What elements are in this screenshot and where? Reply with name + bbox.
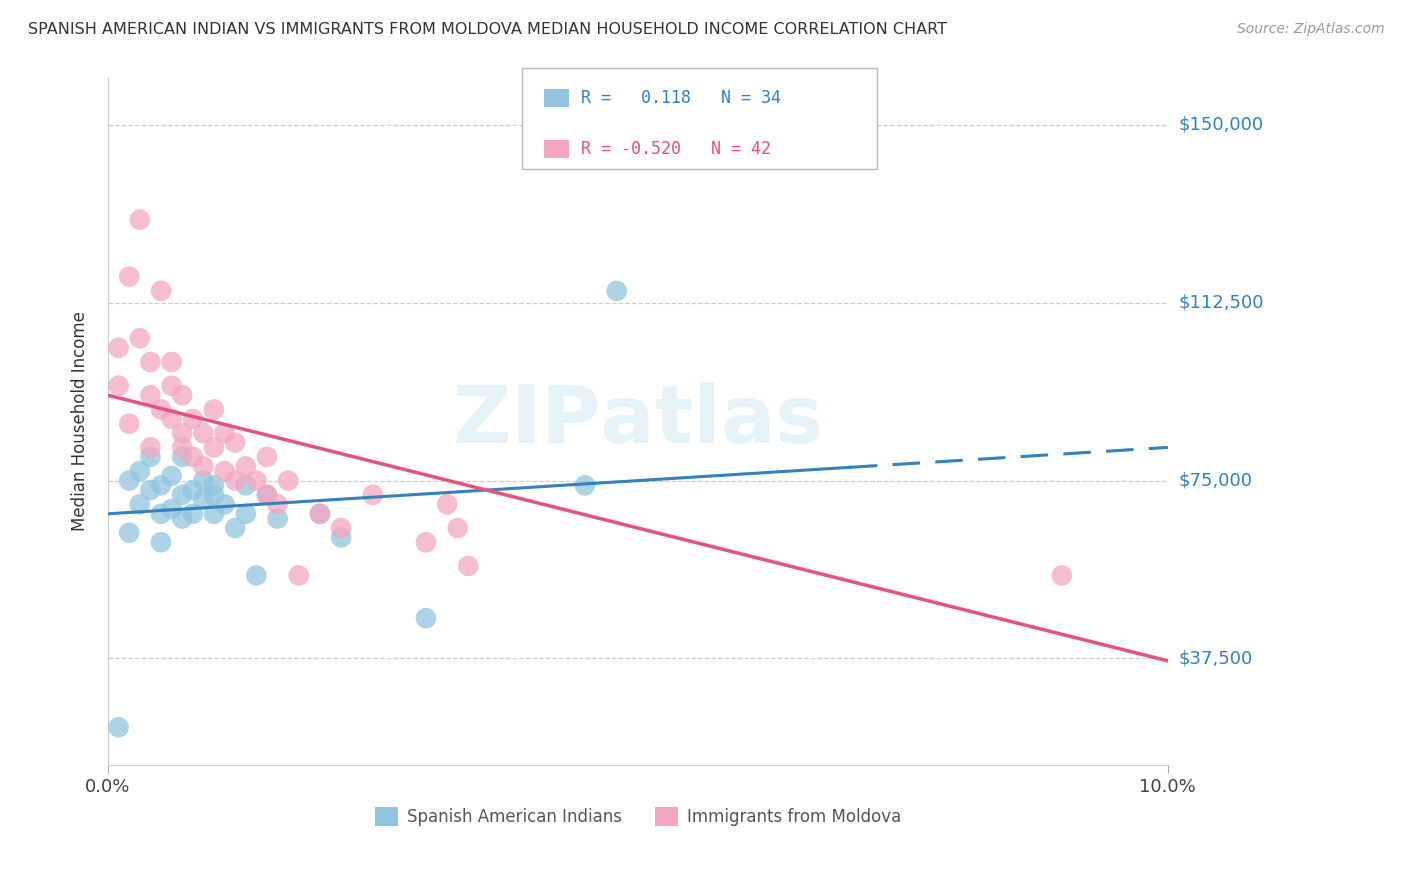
Point [266,497,288,511]
Point [214,464,236,478]
Point [139,388,162,402]
Text: ZIP​atlas: ZIP​atlas [453,383,823,460]
Point [149,535,172,549]
Text: $150,000: $150,000 [1180,116,1264,134]
Point [181,483,204,497]
Point [139,483,162,497]
Point [139,450,162,464]
Point [128,212,150,227]
Point [202,507,225,521]
Text: $37,500: $37,500 [1180,649,1253,667]
Point [139,355,162,369]
Point [214,497,236,511]
Point [160,412,183,426]
Point [330,531,353,545]
Y-axis label: Median Household Income: Median Household Income [72,311,89,532]
Point [202,402,225,417]
Point [160,355,183,369]
Point [245,474,267,488]
Point [172,450,194,464]
Point [160,378,183,392]
Point [181,412,204,426]
Point [149,284,172,298]
Point [118,417,141,431]
Point [193,426,215,441]
Point [172,441,194,455]
Point [118,269,141,284]
Point [256,488,278,502]
Point [245,568,267,582]
Point [128,331,150,345]
Point [181,450,204,464]
Point [606,284,628,298]
Point [224,435,246,450]
Point [172,388,194,402]
Point [107,378,129,392]
Point [118,525,141,540]
Point [277,474,299,488]
Point [309,507,332,521]
Point [235,459,257,474]
Point [235,507,257,521]
Point [266,511,288,525]
Point [256,450,278,464]
Point [139,441,162,455]
Text: R =   0.118   N = 34: R = 0.118 N = 34 [581,89,780,107]
Point [1050,568,1073,582]
Point [457,558,479,573]
Point [193,459,215,474]
Point [202,478,225,492]
Point [224,521,246,535]
Text: SPANISH AMERICAN INDIAN VS IMMIGRANTS FROM MOLDOVA MEDIAN HOUSEHOLD INCOME CORRE: SPANISH AMERICAN INDIAN VS IMMIGRANTS FR… [28,22,948,37]
Point [107,341,129,355]
Point [172,511,194,525]
Point [574,478,596,492]
Point [224,474,246,488]
Point [415,611,437,625]
Point [235,478,257,492]
Point [128,497,150,511]
Legend: Spanish American Indians, Immigrants from Moldova: Spanish American Indians, Immigrants fro… [368,800,907,832]
Point [256,488,278,502]
Point [149,402,172,417]
Point [172,488,194,502]
Point [287,568,309,582]
Text: Source: ZipAtlas.com: Source: ZipAtlas.com [1237,22,1385,37]
Point [181,507,204,521]
Point [160,468,183,483]
Point [202,441,225,455]
Point [361,488,384,502]
Point [193,492,215,507]
Point [149,478,172,492]
Point [160,502,183,516]
Point [309,507,332,521]
Text: R = -0.520   N = 42: R = -0.520 N = 42 [581,140,770,158]
Point [415,535,437,549]
Point [447,521,470,535]
Point [107,720,129,734]
Point [172,426,194,441]
Text: $75,000: $75,000 [1180,472,1253,490]
Point [436,497,458,511]
Point [193,474,215,488]
Point [149,507,172,521]
Point [330,521,353,535]
Point [202,488,225,502]
Point [128,464,150,478]
Point [214,426,236,441]
Text: $112,500: $112,500 [1180,293,1264,311]
Point [118,474,141,488]
